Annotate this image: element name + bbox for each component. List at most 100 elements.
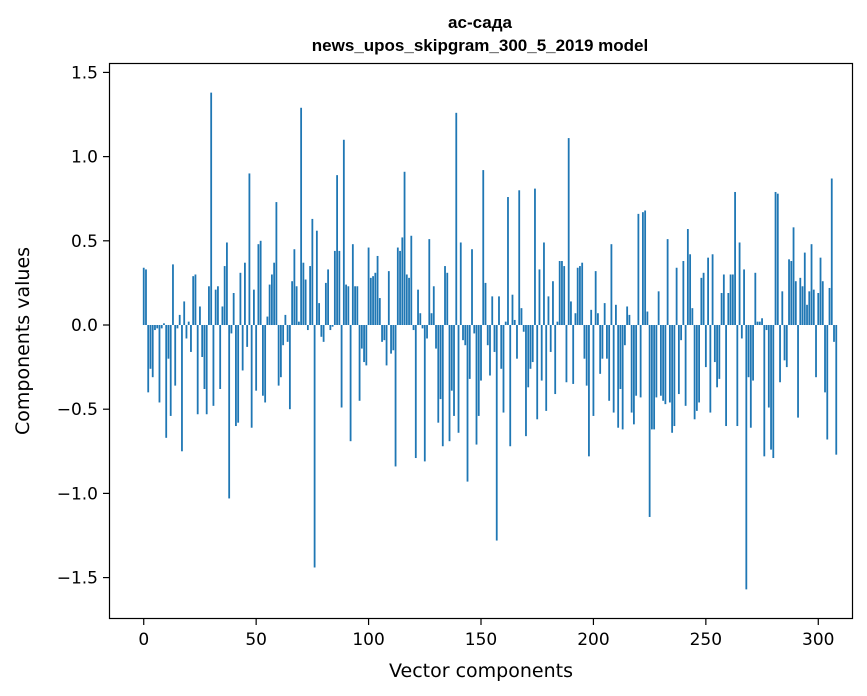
bar-132 xyxy=(439,325,442,400)
bar-181 xyxy=(549,325,552,352)
bar-187 xyxy=(563,266,566,326)
bar-241 xyxy=(684,325,687,406)
bar-98 xyxy=(363,325,365,363)
bar-7 xyxy=(158,325,161,403)
bar-266 xyxy=(740,325,743,339)
bar-46 xyxy=(246,325,249,347)
bar-133 xyxy=(441,325,444,447)
bar-151 xyxy=(482,170,485,326)
bar-116 xyxy=(403,171,406,325)
bar-66 xyxy=(291,281,294,325)
bar-182 xyxy=(552,281,554,325)
bar-59 xyxy=(275,202,278,325)
bar-172 xyxy=(529,325,532,369)
bar-200 xyxy=(592,325,595,416)
bar-173 xyxy=(531,325,534,363)
bar-225 xyxy=(648,325,651,517)
bar-100 xyxy=(367,247,370,325)
bar-229 xyxy=(657,291,660,326)
y-tick-label: −1.5 xyxy=(57,569,98,589)
bar-201 xyxy=(594,271,597,325)
bar-290 xyxy=(794,281,797,325)
bar-176 xyxy=(538,269,541,325)
bar-268 xyxy=(745,325,748,590)
bar-80 xyxy=(322,325,325,342)
bar-48 xyxy=(250,325,253,428)
bar-219 xyxy=(635,325,638,396)
bar-230 xyxy=(659,325,662,396)
bar-164 xyxy=(511,294,514,325)
bar-307 xyxy=(833,325,835,342)
y-tick-label: 1.0 xyxy=(71,148,98,168)
bar-209 xyxy=(612,325,615,413)
bar-108 xyxy=(385,325,388,366)
bar-299 xyxy=(815,325,817,378)
bar-180 xyxy=(547,296,550,326)
bar-234 xyxy=(668,325,671,403)
bar-203 xyxy=(599,325,602,374)
bar-289 xyxy=(792,227,795,326)
bar-143 xyxy=(464,325,467,346)
bar-283 xyxy=(779,325,781,383)
bar-68 xyxy=(295,286,298,325)
bar-137 xyxy=(450,325,453,391)
bar-231 xyxy=(662,325,665,401)
bar-255 xyxy=(716,325,718,388)
bar-43 xyxy=(239,272,242,325)
bar-267 xyxy=(743,269,745,325)
bar-175 xyxy=(536,325,539,420)
bar-152 xyxy=(484,282,487,326)
bar-178 xyxy=(543,242,545,325)
bar-284 xyxy=(781,291,784,326)
x-tick-label: 200 xyxy=(577,630,609,650)
bar-84 xyxy=(331,325,334,327)
bar-295 xyxy=(806,304,808,326)
bar-251 xyxy=(707,257,709,326)
bar-208 xyxy=(610,244,613,326)
x-tick-label: 300 xyxy=(802,630,834,650)
bar-31 xyxy=(212,325,215,406)
bar-112 xyxy=(394,325,397,467)
bar-162 xyxy=(507,197,509,326)
bar-144 xyxy=(466,325,469,482)
bar-32 xyxy=(214,289,217,325)
bar-145 xyxy=(468,325,471,379)
bar-69 xyxy=(297,321,300,326)
bar-287 xyxy=(788,259,790,325)
bar-15 xyxy=(176,325,179,329)
bar-126 xyxy=(426,325,428,339)
bar-13 xyxy=(172,264,174,325)
plot-frame xyxy=(108,62,854,620)
bar-167 xyxy=(518,190,521,325)
bar-110 xyxy=(390,325,392,354)
bar-232 xyxy=(664,325,667,405)
bar-58 xyxy=(273,262,276,325)
bar-1 xyxy=(145,269,147,325)
bar-265 xyxy=(738,242,741,325)
bar-104 xyxy=(376,255,379,325)
bar-199 xyxy=(590,309,593,326)
bar-250 xyxy=(704,325,707,368)
bar-70 xyxy=(300,107,303,325)
bar-101 xyxy=(369,277,372,325)
bar-20 xyxy=(187,321,190,326)
bar-228 xyxy=(655,325,658,398)
bar-216 xyxy=(628,314,631,325)
bar-294 xyxy=(803,252,806,326)
bar-103 xyxy=(374,272,377,325)
bar-221 xyxy=(639,325,642,398)
bar-198 xyxy=(588,325,590,457)
bar-75 xyxy=(311,218,314,326)
bar-247 xyxy=(698,325,700,403)
bar-158 xyxy=(498,296,500,326)
bar-277 xyxy=(765,325,768,331)
bar-21 xyxy=(190,325,192,352)
bar-72 xyxy=(304,279,307,326)
bar-239 xyxy=(680,325,683,341)
bar-90 xyxy=(345,284,347,325)
bar-233 xyxy=(666,239,669,325)
bar-22 xyxy=(192,276,195,325)
bar-127 xyxy=(428,239,431,325)
